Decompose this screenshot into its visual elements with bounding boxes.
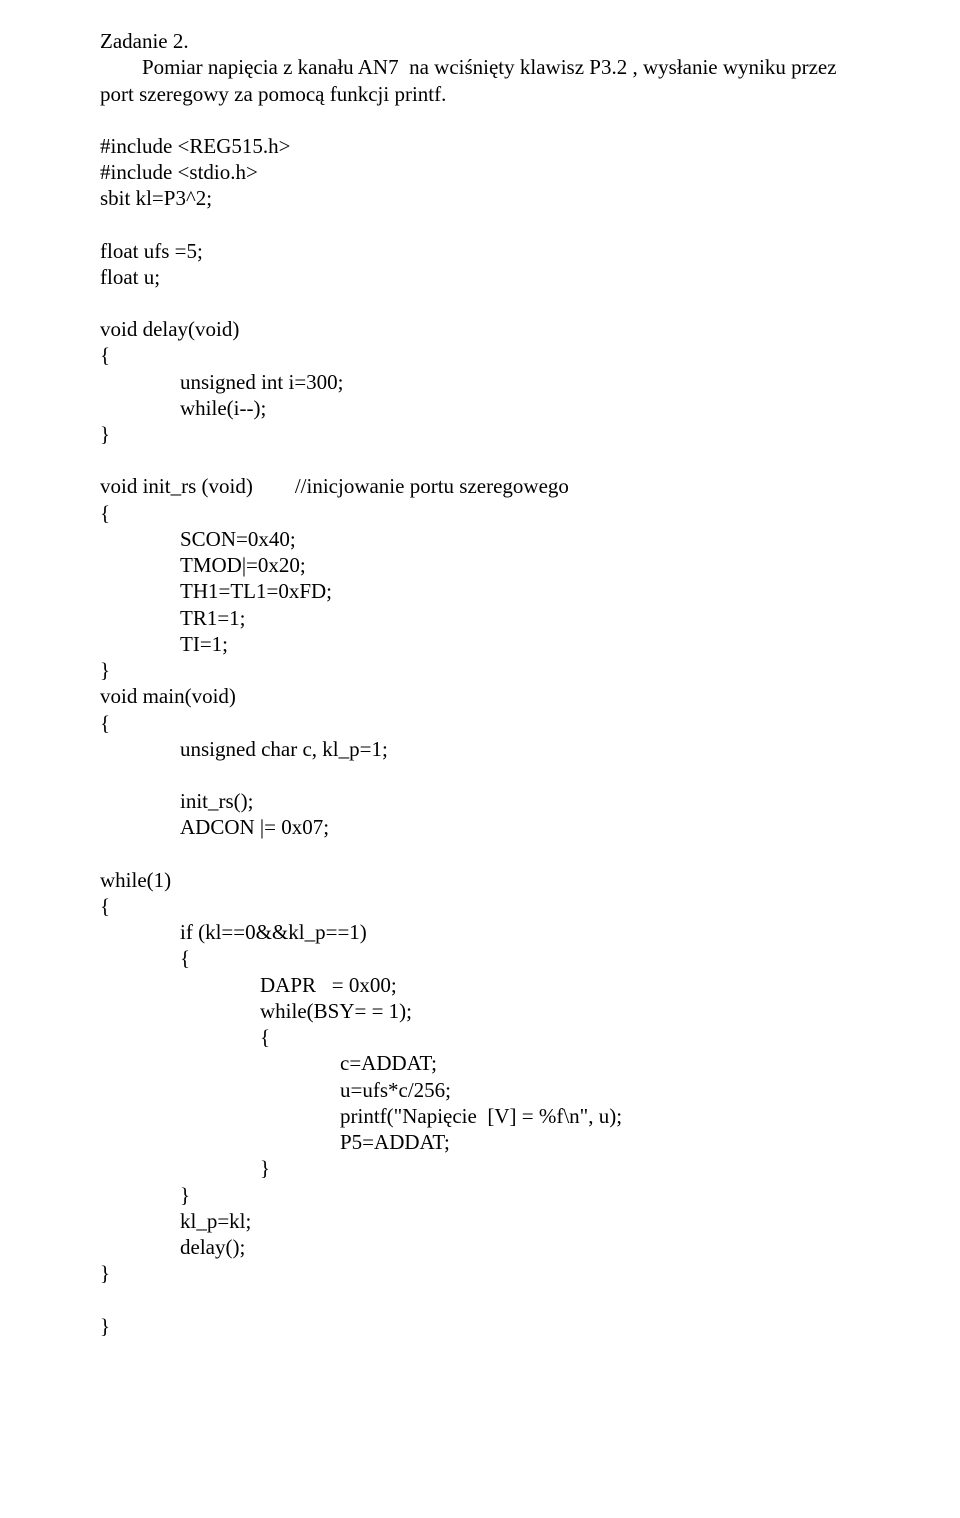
initrs-b5: TI=1; bbox=[100, 631, 960, 657]
brace-close: } bbox=[100, 421, 960, 447]
u-expr: u=ufs*c/256; bbox=[100, 1077, 960, 1103]
spacer bbox=[100, 212, 960, 238]
spacer bbox=[100, 290, 960, 316]
brace-close: } bbox=[100, 1260, 960, 1286]
dapr: DAPR = 0x00; bbox=[100, 972, 960, 998]
brace-open: { bbox=[100, 710, 960, 736]
brace-open: { bbox=[100, 893, 960, 919]
brace-close: } bbox=[100, 657, 960, 683]
brace-open: { bbox=[100, 1024, 960, 1050]
delay-call: delay(); bbox=[100, 1234, 960, 1260]
intro-line-1: Pomiar napięcia z kanału AN7 na wciśnięt… bbox=[100, 54, 960, 80]
task-title: Zadanie 2. bbox=[100, 28, 960, 54]
while1: while(1) bbox=[100, 867, 960, 893]
include-2: #include <stdio.h> bbox=[100, 159, 960, 185]
initrs-b1: SCON=0x40; bbox=[100, 526, 960, 552]
spacer bbox=[100, 107, 960, 133]
spacer bbox=[100, 762, 960, 788]
main-b3: ADCON |= 0x07; bbox=[100, 814, 960, 840]
main-b2: init_rs(); bbox=[100, 788, 960, 814]
brace-open: { bbox=[100, 945, 960, 971]
initrs-b2: TMOD|=0x20; bbox=[100, 552, 960, 578]
brace-open: { bbox=[100, 500, 960, 526]
initrs-b3: TH1=TL1=0xFD; bbox=[100, 578, 960, 604]
main-sig: void main(void) bbox=[100, 683, 960, 709]
while-bsy: while(BSY= = 1); bbox=[100, 998, 960, 1024]
klp-assign: kl_p=kl; bbox=[100, 1208, 960, 1234]
delay-sig: void delay(void) bbox=[100, 316, 960, 342]
spacer bbox=[100, 1287, 960, 1313]
sbit-decl: sbit kl=P3^2; bbox=[100, 185, 960, 211]
spacer bbox=[100, 447, 960, 473]
spacer bbox=[100, 841, 960, 867]
intro-line-2: port szeregowy za pomocą funkcji printf. bbox=[100, 81, 960, 107]
include-1: #include <REG515.h> bbox=[100, 133, 960, 159]
initrs-b4: TR1=1; bbox=[100, 605, 960, 631]
delay-body-2: while(i--); bbox=[100, 395, 960, 421]
brace-close: } bbox=[100, 1155, 960, 1181]
brace-open: { bbox=[100, 342, 960, 368]
float-ufs: float ufs =5; bbox=[100, 238, 960, 264]
brace-close: } bbox=[100, 1313, 960, 1339]
c-addat: c=ADDAT; bbox=[100, 1050, 960, 1076]
brace-close: } bbox=[100, 1182, 960, 1208]
main-b1: unsigned char c, kl_p=1; bbox=[100, 736, 960, 762]
initrs-sig: void init_rs (void) //inicjowanie portu … bbox=[100, 473, 960, 499]
printf: printf("Napięcie [V] = %f\n", u); bbox=[100, 1103, 960, 1129]
float-u: float u; bbox=[100, 264, 960, 290]
delay-body-1: unsigned int i=300; bbox=[100, 369, 960, 395]
if-cond: if (kl==0&&kl_p==1) bbox=[100, 919, 960, 945]
p5-addat: P5=ADDAT; bbox=[100, 1129, 960, 1155]
